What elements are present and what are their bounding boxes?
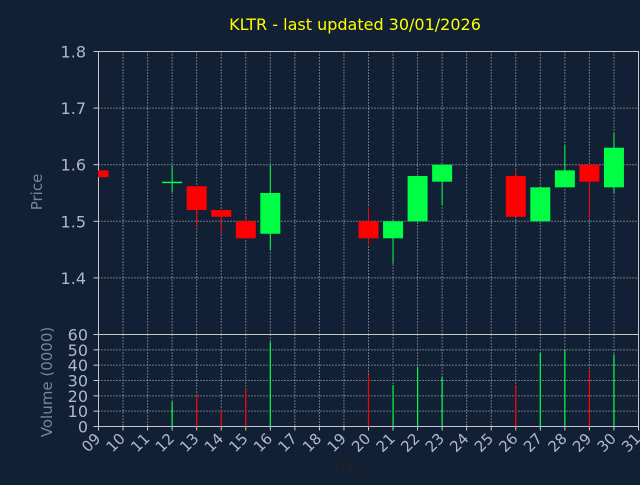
price-y-tick-label: 1.6 <box>61 156 86 175</box>
candle <box>603 133 624 193</box>
volume-y-tick-label: 60 <box>68 326 88 345</box>
price-y-ticks: 1.4 1.5 1.6 1.7 1.8 <box>61 43 99 288</box>
candle-body <box>162 181 183 184</box>
candle <box>260 164 281 250</box>
candle <box>432 164 453 206</box>
candle <box>407 176 428 222</box>
volume-y-tick-label: 50 <box>68 341 88 360</box>
candle <box>235 216 256 239</box>
candle-body <box>235 221 256 239</box>
candle-body <box>260 193 281 234</box>
chart-title: KLTR - last updated 30/01/2026 <box>229 15 481 34</box>
candle-body <box>432 164 453 182</box>
price-y-tick-label: 1.4 <box>61 269 86 288</box>
candle-body <box>579 164 600 182</box>
volume-y-tick-label: 20 <box>68 387 88 406</box>
volume-y-tick-label: 0 <box>78 418 88 437</box>
candle <box>98 170 109 178</box>
candle <box>530 187 551 222</box>
candle <box>579 164 600 219</box>
candle <box>505 170 526 217</box>
price-y-tick-label: 1.5 <box>61 212 86 231</box>
candle <box>358 207 379 246</box>
candle <box>162 165 183 192</box>
candle <box>383 221 404 264</box>
volume-y-tick-label: 30 <box>68 372 88 391</box>
candle-body <box>603 147 624 188</box>
candle-body <box>554 170 575 188</box>
x-axis-label: Day <box>334 459 362 475</box>
candle <box>554 144 575 188</box>
candle-body <box>358 221 379 239</box>
price-panel: 1.4 1.5 1.6 1.7 1.8 Price <box>28 43 639 335</box>
volume-bars <box>171 342 615 427</box>
volume-y-tick-label: 40 <box>68 356 88 375</box>
candle <box>211 209 232 234</box>
candle-body <box>383 221 404 239</box>
volume-axis-label: Volume (0000) <box>38 327 56 437</box>
candles <box>98 133 624 264</box>
price-y-tick-label: 1.7 <box>61 99 86 118</box>
candle-body <box>530 187 551 222</box>
candle-body <box>186 186 207 210</box>
candle-body <box>98 170 109 178</box>
candle-body <box>211 209 232 217</box>
price-axis-label: Price <box>28 174 46 211</box>
candle-body <box>505 176 526 217</box>
candle-body <box>407 176 428 222</box>
price-y-tick-label: 1.8 <box>61 43 86 62</box>
candle <box>186 186 207 227</box>
volume-y-tick-label: 10 <box>68 402 88 421</box>
